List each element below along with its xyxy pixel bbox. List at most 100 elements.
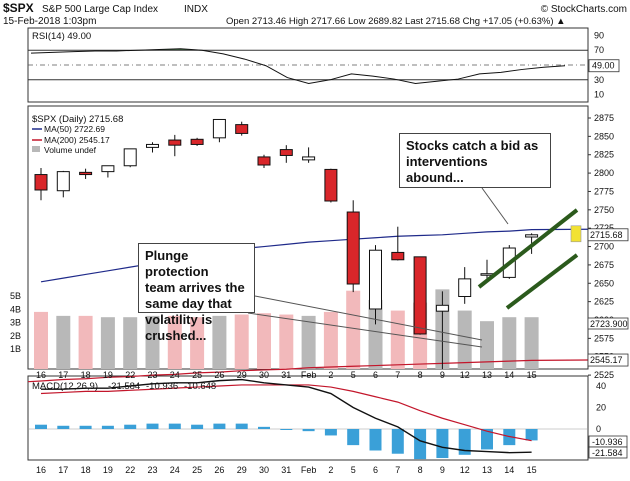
rsi-label: RSI(14) 49.00 — [32, 31, 91, 42]
last-price-value: 2715.68 — [590, 230, 623, 240]
macd-histogram-bar — [101, 425, 114, 429]
volume-bar — [100, 317, 115, 369]
macd-value: -21.584 — [108, 381, 140, 392]
volume-tick-label: 4B — [10, 304, 21, 314]
date-label: 17 — [58, 370, 68, 380]
date-label: 6 — [373, 370, 378, 380]
macd-tag — [588, 446, 628, 459]
candle-body — [346, 211, 360, 285]
volume-tick-label: 2B — [10, 331, 21, 341]
candle-body — [391, 251, 405, 261]
candle-body — [435, 304, 449, 312]
volume-bar — [502, 317, 517, 369]
volume-tick-label: 3B — [10, 318, 21, 328]
date-label: 22 — [125, 465, 135, 475]
trend-line-upper — [477, 208, 579, 289]
price-tick-label: 2650 — [594, 278, 614, 288]
signal-tag-value: -10.936 — [592, 437, 623, 447]
macd-tick-label: 20 — [596, 403, 606, 413]
candle-body — [257, 156, 271, 166]
date-label: 7 — [395, 465, 400, 475]
volume-bar — [145, 315, 160, 369]
symbol-title: $SPX — [3, 1, 34, 15]
date-label: 2 — [328, 465, 333, 475]
volume-bar — [123, 317, 138, 369]
candle-body — [34, 174, 48, 191]
annotation-plunge-protection: Plunge protection team arrives the same … — [138, 243, 255, 343]
macd-histogram-bar — [146, 423, 159, 429]
volume-tick-label: 5B — [10, 291, 21, 301]
volume-bar — [234, 314, 249, 369]
macd-histogram-bar — [436, 429, 449, 459]
price-legend-main: $SPX (Daily) 2715.68 — [32, 114, 123, 125]
annotation-interventions: Stocks catch a bid as interventions abou… — [399, 133, 551, 188]
macd-histogram-bar — [124, 424, 137, 429]
hist-value: -10.648 — [184, 381, 216, 392]
date-label: 26 — [214, 465, 224, 475]
ohlc-summary: Open 2713.46 High 2717.66 Low 2689.82 La… — [226, 16, 566, 27]
candle-body — [302, 156, 316, 161]
candle-body — [279, 149, 293, 156]
date-label: 23 — [147, 370, 157, 380]
candle-body — [190, 138, 204, 145]
price-tick-label: 2875 — [594, 113, 614, 123]
candle-body — [146, 143, 159, 148]
rsi-line — [30, 48, 566, 85]
volume-bar — [167, 315, 182, 369]
date-label: 9 — [440, 370, 445, 380]
price-tick-label: 2800 — [594, 168, 614, 178]
date-label: 16 — [36, 465, 46, 475]
date-label: Feb — [301, 465, 317, 475]
macd-histogram-bar — [525, 429, 538, 441]
last-price-tag — [587, 228, 629, 242]
price-tick-label: 2625 — [594, 297, 614, 307]
date-label: 9 — [440, 465, 445, 475]
volume-legend: Volume undef — [44, 145, 97, 155]
candle-body — [168, 139, 182, 146]
date-label: 29 — [237, 370, 247, 380]
volume-bar — [480, 321, 494, 369]
annotation-pointer — [247, 312, 483, 348]
macd-histogram-bar — [324, 429, 337, 436]
price-layer — [27, 118, 589, 383]
date-label: 22 — [125, 370, 135, 380]
date-label: 5 — [351, 465, 356, 475]
date-label: 12 — [460, 465, 470, 475]
date-label: 31 — [281, 465, 291, 475]
date-label: 30 — [259, 370, 269, 380]
date-label: 15 — [527, 465, 537, 475]
date-label: 30 — [259, 465, 269, 475]
macd-tick-label: 0 — [596, 424, 601, 434]
price-tick-label: 2575 — [594, 333, 614, 343]
volume-bar — [212, 315, 227, 369]
date-label: 18 — [81, 465, 91, 475]
candle-body — [324, 168, 338, 202]
macd-line — [41, 378, 532, 454]
candle-body — [369, 249, 382, 310]
ma50-tag-value: 2723.900 — [590, 319, 628, 329]
volume-bar — [390, 310, 405, 369]
exchange-label: INDX — [184, 4, 208, 15]
macd-panel — [27, 375, 589, 461]
rsi-tick-label: 70 — [594, 45, 604, 55]
macd-histogram-bar — [458, 429, 471, 455]
volume-legend-swatch — [32, 146, 40, 152]
ma200-tag-value: 2545.17 — [590, 355, 623, 365]
macd-histogram-bar — [168, 423, 181, 429]
date-label: 8 — [418, 465, 423, 475]
chart-date: 15-Feb-2018 1:03pm — [3, 16, 96, 27]
macd-histogram-bar — [79, 425, 92, 429]
signal-value: -10.936 — [146, 381, 178, 392]
date-label: 18 — [81, 370, 91, 380]
macd-histogram-bar — [213, 423, 226, 429]
date-label: 6 — [373, 465, 378, 475]
macd-histogram-bar — [347, 429, 360, 446]
date-label: 23 — [147, 465, 157, 475]
volume-bar — [368, 299, 383, 369]
annotation-pointer — [481, 187, 509, 225]
candle-body — [56, 171, 70, 192]
macd-histogram-bar — [235, 423, 248, 429]
rsi-last-tag — [588, 59, 620, 73]
ma50-legend: MA(50) 2722.69 — [44, 124, 105, 134]
